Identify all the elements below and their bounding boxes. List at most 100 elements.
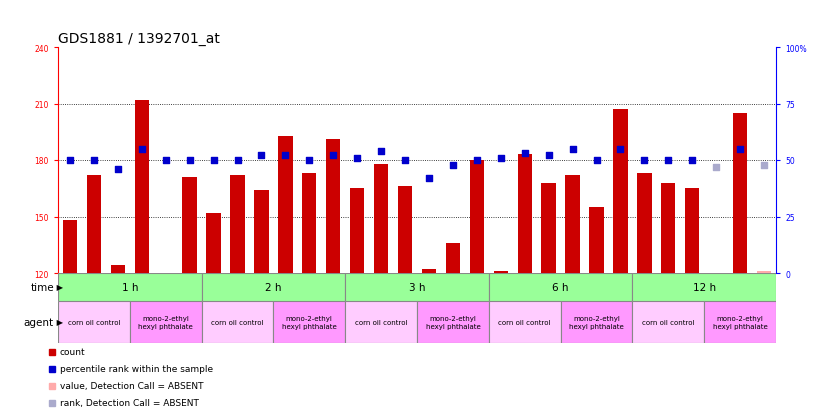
Bar — [345, 301, 417, 343]
Bar — [632, 301, 704, 343]
Bar — [704, 301, 776, 343]
Point — [64, 157, 77, 164]
Text: GSM100968: GSM100968 — [760, 277, 769, 323]
Text: time: time — [30, 282, 54, 292]
Text: 2 h: 2 h — [265, 282, 282, 292]
Point — [326, 153, 339, 159]
Bar — [202, 301, 273, 343]
Bar — [63, 221, 78, 273]
Text: GSM100955: GSM100955 — [65, 277, 74, 323]
Text: GSM100975: GSM100975 — [329, 277, 338, 323]
Text: rank, Detection Call = ABSENT: rank, Detection Call = ABSENT — [60, 398, 198, 407]
Point — [279, 153, 292, 159]
Text: 1 h: 1 h — [122, 282, 138, 292]
Text: GSM100973: GSM100973 — [281, 277, 290, 323]
Bar — [589, 208, 604, 273]
Bar — [470, 161, 484, 273]
Point — [757, 162, 770, 169]
Text: corn oil control: corn oil control — [211, 319, 264, 325]
Text: corn oil control: corn oil control — [68, 319, 120, 325]
Bar — [374, 164, 388, 273]
Bar — [517, 155, 532, 273]
Text: GSM100957: GSM100957 — [113, 277, 122, 323]
Bar — [255, 191, 268, 273]
Text: GSM100960: GSM100960 — [353, 277, 361, 323]
Text: GSM100962: GSM100962 — [401, 277, 410, 323]
Point — [159, 157, 172, 164]
Text: GSM100951: GSM100951 — [640, 277, 649, 323]
Point — [351, 155, 364, 161]
Point — [255, 153, 268, 159]
Bar — [86, 176, 101, 273]
Text: mono-2-ethyl
hexyl phthalate: mono-2-ethyl hexyl phthalate — [569, 316, 624, 329]
Text: mono-2-ethyl
hexyl phthalate: mono-2-ethyl hexyl phthalate — [425, 316, 481, 329]
Text: count: count — [60, 347, 86, 356]
Bar — [417, 301, 489, 343]
Point — [685, 157, 698, 164]
Text: GDS1881 / 1392701_at: GDS1881 / 1392701_at — [58, 32, 220, 46]
Bar — [302, 174, 317, 273]
Text: GSM100958: GSM100958 — [209, 277, 218, 323]
Text: GSM100981: GSM100981 — [616, 277, 625, 323]
Point — [423, 176, 436, 182]
Bar — [345, 273, 489, 301]
Text: agent: agent — [24, 317, 54, 327]
Point — [231, 157, 244, 164]
Point — [638, 157, 651, 164]
Text: percentile rank within the sample: percentile rank within the sample — [60, 364, 213, 373]
Bar — [446, 243, 460, 273]
Point — [135, 146, 149, 153]
Bar — [130, 301, 202, 343]
Bar — [661, 183, 676, 273]
Text: GSM100965: GSM100965 — [544, 277, 553, 323]
Text: GSM100961: GSM100961 — [377, 277, 386, 323]
Bar — [733, 114, 747, 273]
Bar — [422, 270, 436, 273]
Point — [542, 153, 555, 159]
Text: GSM100977: GSM100977 — [449, 277, 458, 323]
Point — [111, 166, 124, 173]
Bar — [326, 140, 340, 273]
Bar — [685, 189, 699, 273]
Text: GSM100967: GSM100967 — [735, 277, 744, 323]
Bar — [135, 100, 149, 273]
Text: 12 h: 12 h — [693, 282, 716, 292]
Bar — [278, 136, 293, 273]
Bar — [614, 110, 628, 273]
Point — [734, 146, 747, 153]
Point — [566, 146, 579, 153]
Text: GSM100980: GSM100980 — [592, 277, 601, 323]
Point — [614, 146, 627, 153]
Text: GSM100953: GSM100953 — [688, 277, 697, 323]
Text: 6 h: 6 h — [552, 282, 569, 292]
Text: GSM100971: GSM100971 — [185, 277, 194, 323]
Bar — [111, 266, 125, 273]
Text: ▶: ▶ — [54, 283, 63, 292]
Text: GSM100966: GSM100966 — [712, 277, 721, 323]
Bar — [202, 273, 345, 301]
Bar — [489, 301, 561, 343]
Point — [446, 162, 459, 169]
Text: GSM100952: GSM100952 — [663, 277, 673, 323]
Point — [207, 157, 220, 164]
Text: GSM100964: GSM100964 — [521, 277, 530, 323]
Bar — [632, 273, 776, 301]
Text: corn oil control: corn oil control — [355, 319, 407, 325]
Bar — [183, 178, 197, 273]
Bar — [757, 271, 771, 273]
Point — [303, 157, 316, 164]
Bar — [206, 213, 221, 273]
Text: GSM100974: GSM100974 — [305, 277, 314, 323]
Bar — [542, 183, 556, 273]
Text: GSM100976: GSM100976 — [424, 277, 433, 323]
Text: GSM100969: GSM100969 — [137, 277, 146, 323]
Text: 3 h: 3 h — [409, 282, 425, 292]
Point — [710, 164, 723, 171]
Text: mono-2-ethyl
hexyl phthalate: mono-2-ethyl hexyl phthalate — [282, 316, 337, 329]
Text: GSM100959: GSM100959 — [233, 277, 242, 323]
Text: GSM100956: GSM100956 — [90, 277, 99, 323]
Bar — [398, 187, 412, 273]
Point — [87, 157, 100, 164]
Bar — [350, 189, 365, 273]
Point — [494, 155, 508, 161]
